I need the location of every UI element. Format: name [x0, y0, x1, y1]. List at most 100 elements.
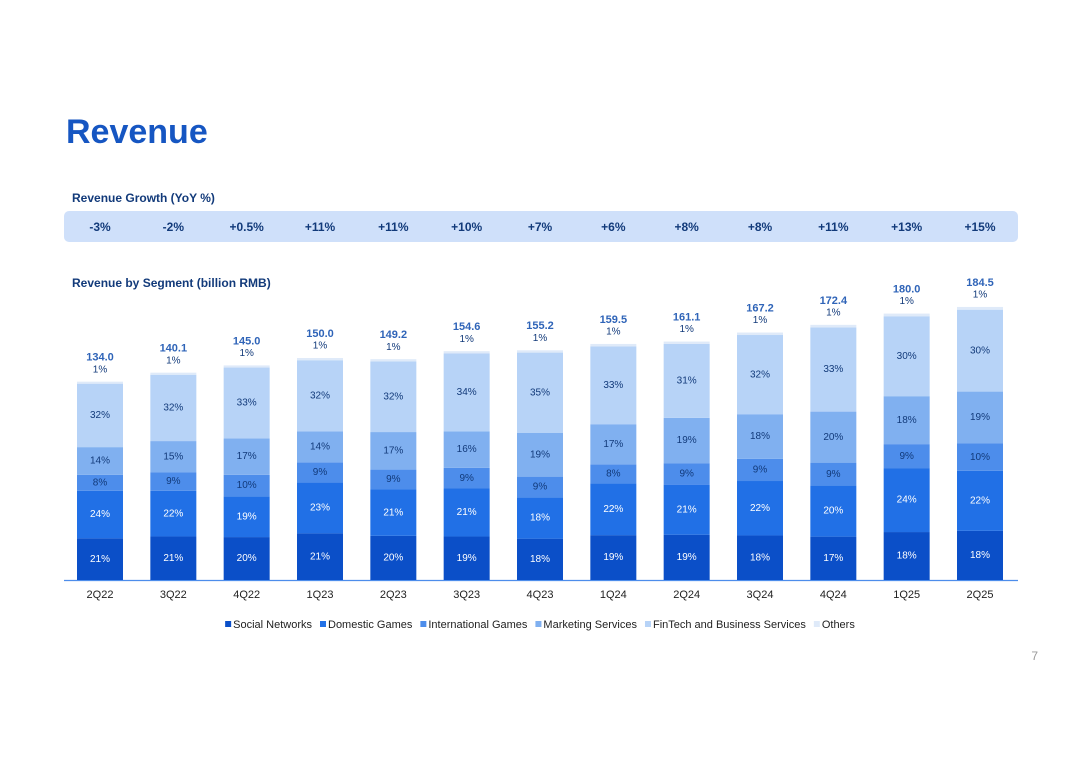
x-tick-label: 3Q24 [747, 589, 774, 601]
bar-segment [370, 469, 417, 490]
bar-segment [663, 417, 710, 464]
bar-segment [590, 424, 637, 465]
segment-label: 18% [530, 554, 550, 565]
segment-label: 32% [383, 391, 403, 402]
legend-swatch [225, 621, 232, 627]
segment-label: 19% [603, 552, 623, 563]
bar-segment [590, 483, 637, 536]
segment-label: 24% [897, 495, 917, 506]
segment-label: 21% [163, 553, 183, 564]
total-label: 140.1 [160, 343, 188, 355]
growth-label: +8% [748, 220, 773, 234]
x-tick-label: 2Q25 [967, 589, 994, 601]
segment-label: 20% [237, 553, 257, 564]
legend-swatch [420, 621, 427, 627]
segment-label: 15% [163, 451, 183, 462]
bar-segment [517, 538, 563, 580]
bar-segment [590, 346, 637, 425]
segment-label: 9% [679, 469, 694, 480]
bar-segment [443, 536, 490, 580]
total-label: 159.5 [600, 314, 628, 326]
growth-band [64, 211, 1018, 242]
segment-label: 1% [239, 348, 254, 359]
legend-label: Domestic Games [328, 619, 413, 631]
bar-segment [883, 468, 930, 533]
segment-label: 9% [459, 473, 474, 484]
segment-label: 10% [237, 480, 257, 491]
segment-label: 20% [823, 506, 843, 517]
bar-segment [957, 391, 1003, 444]
segment-label: 1% [606, 327, 621, 338]
bar-segment [883, 316, 930, 397]
segment-label: 17% [237, 451, 257, 462]
segment-label: 18% [530, 513, 550, 524]
legend-label: Social Networks [233, 619, 312, 631]
growth-label: +0.5% [229, 220, 264, 234]
segment-label: 19% [677, 435, 697, 446]
bar-segment [150, 490, 197, 537]
bar-segment [150, 374, 197, 442]
bar-segment [150, 536, 197, 580]
segment-label: 1% [459, 334, 474, 345]
bar-segment [297, 360, 343, 432]
bar-segment [737, 535, 783, 580]
bar-segment [590, 343, 637, 347]
bar-segment [443, 488, 490, 537]
bar-segment [297, 533, 343, 580]
bar-segment [223, 367, 270, 439]
bar-segment [77, 474, 123, 491]
segment-label: 16% [457, 444, 477, 455]
legend-label: International Games [428, 619, 528, 631]
growth-label: -3% [89, 220, 111, 234]
total-label: 150.0 [306, 328, 334, 340]
segment-label: 19% [237, 511, 257, 522]
segment-label: 22% [750, 503, 770, 514]
bar-segment [737, 332, 783, 336]
segment-label: 33% [823, 364, 843, 375]
bar-segment [737, 414, 783, 459]
segment-label: 18% [750, 431, 770, 442]
segment-label: 9% [166, 476, 181, 487]
bar-segment [883, 532, 930, 580]
bar-segment [517, 352, 563, 433]
bar-segment [517, 350, 563, 353]
bar-segment [223, 438, 270, 475]
bar-segment [77, 490, 123, 539]
bar-segment [810, 324, 857, 328]
segment-label: 19% [457, 553, 477, 564]
bar-segment [663, 463, 710, 485]
segment-label: 21% [677, 504, 697, 515]
x-tick-label: 4Q24 [820, 589, 847, 601]
bar-segment [223, 365, 270, 368]
x-tick-label: 2Q24 [673, 589, 700, 601]
bar-segment [957, 530, 1003, 580]
segment-label: 14% [90, 456, 110, 467]
page-number: 7 [1031, 649, 1038, 663]
growth-title: Revenue Growth (YoY %) [72, 191, 215, 205]
x-tick-label: 2Q23 [380, 589, 407, 601]
bar-segment [883, 396, 930, 445]
bar-segment [957, 443, 1003, 471]
legend-label: Others [822, 619, 856, 631]
segment-label: 30% [897, 351, 917, 362]
legend-swatch [813, 621, 820, 627]
segment-label: 19% [530, 449, 550, 460]
segment-label: 1% [899, 296, 914, 307]
bar-segment [443, 353, 490, 432]
total-label: 172.4 [820, 295, 848, 307]
segment-label: 32% [163, 403, 183, 414]
segment-label: 19% [970, 412, 990, 423]
total-label: 180.0 [893, 284, 921, 296]
segment-label: 14% [310, 441, 330, 452]
legend-label: Marketing Services [543, 619, 637, 631]
bar-segment [957, 306, 1003, 310]
bar-segment [957, 470, 1003, 531]
bar-segment [77, 538, 123, 580]
x-tick-label: 3Q22 [160, 589, 187, 601]
bar-segment [443, 467, 490, 489]
segment-label: 1% [386, 342, 401, 353]
segment-label: 9% [899, 451, 914, 462]
bar-segment [663, 534, 710, 580]
growth-label: +13% [891, 220, 922, 234]
